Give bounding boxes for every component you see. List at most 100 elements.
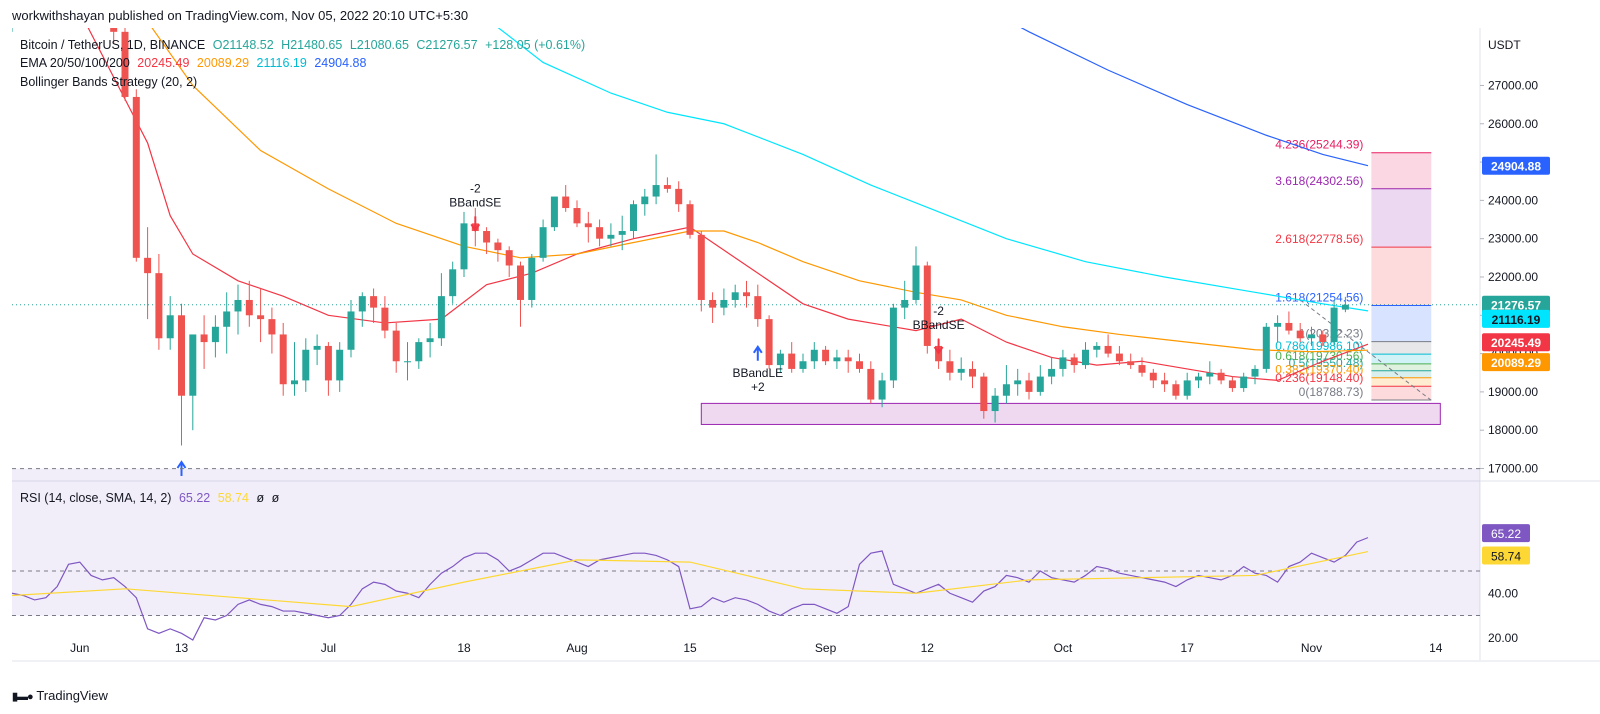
fib-level-label: 0.236(19148.40) (1275, 371, 1363, 385)
candle-body (1082, 349, 1089, 366)
candle-body (867, 368, 875, 400)
candle-body (1319, 334, 1327, 343)
price-axis-label-bg (1482, 309, 1550, 328)
signal-text: -2 (470, 181, 481, 195)
y-tick-label: 25000.00 (1488, 155, 1538, 169)
rsi-value: 65.22 (178, 491, 211, 505)
x-tick-label: 12 (921, 641, 935, 655)
candle-body (381, 307, 389, 331)
y-tick-label: 26000.00 (1488, 117, 1538, 131)
candle-body (663, 185, 671, 189)
candle-body (223, 311, 231, 327)
candle-body (856, 361, 863, 369)
candle-body (969, 368, 976, 377)
x-tick-label: 15 (683, 641, 697, 655)
candle-body (471, 223, 479, 232)
candle-body (1228, 380, 1236, 389)
candle-body (1341, 304, 1349, 310)
candle-body (743, 292, 750, 297)
candle-body (923, 265, 931, 346)
candle-body (946, 361, 954, 373)
candle-body (652, 185, 660, 197)
fib-level-label: 0(18788.73) (1299, 385, 1364, 399)
price-axis-label: 21276.57 (1491, 299, 1541, 313)
candle-body (1296, 330, 1304, 339)
candle-body (573, 208, 581, 224)
fib-level-label: 0.618(19730.56) (1275, 349, 1363, 363)
fib-band (1371, 354, 1432, 364)
fib-band (1371, 188, 1432, 248)
rsi-y-tick-label: 20.00 (1488, 631, 1518, 645)
candle-body (1127, 361, 1135, 366)
fib-band (1371, 305, 1432, 342)
fib-level-label: 0.786(19986.10) (1275, 339, 1363, 353)
ema100-line (497, 28, 1369, 312)
candle-body (483, 231, 491, 243)
candle-body (257, 315, 265, 320)
x-tick-label: 13 (175, 641, 189, 655)
fib-band (1371, 341, 1432, 355)
bb-label: Bollinger Bands Strategy (20, 2) (20, 75, 198, 89)
symbol-name[interactable]: Bitcoin / TetherUS, 1D, BINANCE (20, 38, 206, 52)
rsi-v3: ø (256, 491, 265, 505)
candle-body (539, 227, 547, 258)
candle-body (957, 368, 965, 373)
x-tick-label: Sep (815, 641, 837, 655)
candle-body (833, 357, 841, 362)
tradingview-logo[interactable]: ▮▬● TradingView (12, 688, 108, 703)
candle-body (178, 315, 185, 396)
currency-label: USDT (1488, 38, 1521, 52)
candle-body (1251, 368, 1259, 377)
rsi-axis-label-bg (1482, 524, 1530, 543)
price-axis-label: 21116.19 (1492, 313, 1541, 327)
bb-legend[interactable]: Bollinger Bands Strategy (20, 2) (20, 75, 201, 89)
candle-body (878, 380, 886, 400)
x-tick-label: Nov (1301, 641, 1322, 655)
candle-body (686, 204, 694, 235)
x-tick-label: Jul (321, 641, 336, 655)
candle-body (1195, 376, 1202, 381)
candle-body (166, 315, 174, 339)
candle-body (584, 223, 592, 228)
candle-body (1308, 334, 1315, 339)
rsi-label: RSI (14, close, SMA, 14, 2) (20, 491, 172, 505)
y-tick-label: 23000.00 (1488, 232, 1538, 246)
price-axis-label-bg (1482, 156, 1550, 175)
y-tick-label: 18000.00 (1488, 423, 1538, 437)
candle-body (788, 353, 796, 369)
candle-body (822, 349, 830, 362)
fib-level-label: 4.236(25244.39) (1275, 138, 1363, 152)
candle-body (697, 234, 705, 300)
candle-body (596, 227, 604, 239)
long-signal-arrow-icon (752, 344, 763, 361)
candle-body (279, 334, 287, 385)
fib-level-label: 0.382(19370.40) (1275, 363, 1363, 377)
price-axis-label-bg (1482, 353, 1550, 372)
candle-body (528, 257, 536, 300)
ema-label[interactable]: EMA 20/50/100/200 (20, 56, 130, 70)
candle-body (189, 334, 197, 396)
fib-level-label: 2.618(22778.56) (1275, 232, 1363, 246)
fib-band (1371, 363, 1432, 371)
candle-body (562, 196, 570, 209)
price-axis-label: 24904.88 (1491, 160, 1541, 174)
candle-body (889, 307, 897, 381)
candle-body (155, 273, 163, 339)
rsi-legend[interactable]: RSI (14, close, SMA, 14, 2) 65.22 58.74 … (20, 491, 283, 505)
rsi-y-tick-label: 40.00 (1488, 586, 1518, 600)
rsi-line (11, 537, 1369, 641)
fib-level-label: 0.5(19550.48) (1289, 356, 1364, 370)
candle-body (935, 345, 943, 362)
short-signal-arrow-icon (933, 338, 944, 355)
y-tick-label: 21000.00 (1488, 308, 1538, 322)
brand-name: TradingView (36, 688, 108, 703)
fib-band (1371, 386, 1432, 400)
candle-body (449, 269, 457, 297)
ema100-value: 21116.19 (256, 56, 307, 70)
signal-text: -2 (933, 304, 944, 318)
candle-body (392, 330, 400, 362)
candle-body (1217, 372, 1225, 381)
candle-body (912, 265, 920, 300)
ohlc-open: O21148.52 (212, 38, 274, 52)
